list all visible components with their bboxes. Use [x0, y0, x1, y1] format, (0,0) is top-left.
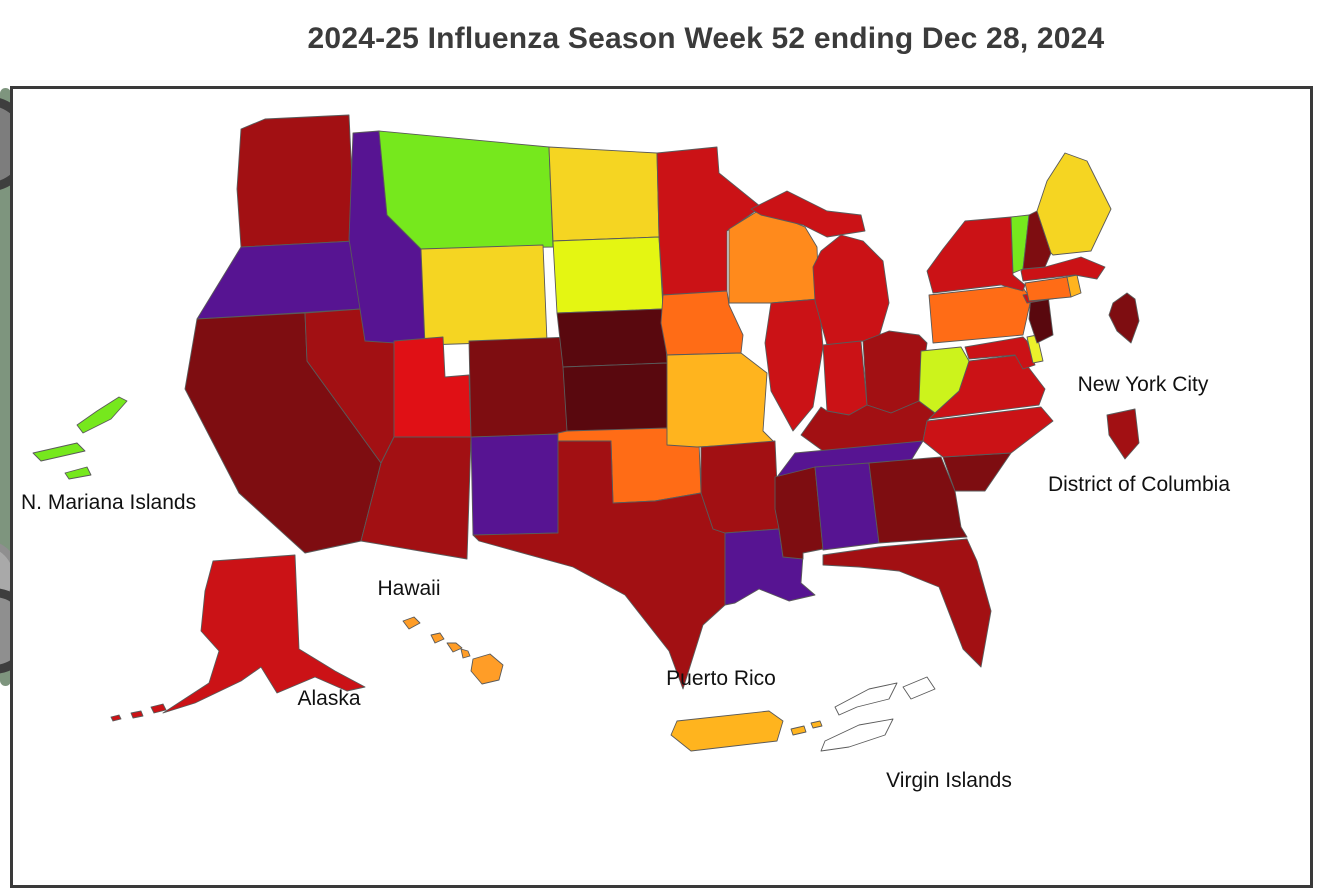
- state-new-york[interactable]: [926, 216, 1026, 294]
- state-illinois[interactable]: [764, 298, 824, 432]
- territory-n-mariana-islands[interactable]: [32, 442, 86, 462]
- state-florida[interactable]: [822, 538, 992, 668]
- alaska-aleutian-island[interactable]: [130, 710, 144, 719]
- app-side-strip: [0, 88, 11, 686]
- inset-district-of-columbia[interactable]: [1106, 408, 1140, 460]
- state-north-carolina[interactable]: [922, 406, 1054, 458]
- state-new-hampshire[interactable]: [1022, 210, 1052, 270]
- state-minnesota[interactable]: [656, 146, 762, 296]
- state-mississippi[interactable]: [774, 466, 824, 560]
- territory-virgin-islands[interactable]: [834, 682, 898, 716]
- page-title: 2024-25 Influenza Season Week 52 ending …: [307, 22, 1105, 55]
- label-puerto-rico: Puerto Rico: [666, 667, 776, 690]
- state-utah[interactable]: [393, 336, 472, 438]
- territory-n-mariana-islands[interactable]: [64, 466, 92, 480]
- label-alaska: Alaska: [297, 687, 360, 710]
- territory-n-mariana-islands[interactable]: [76, 396, 128, 434]
- state-hawaii-big-island[interactable]: [470, 653, 504, 685]
- territory-puerto-rico[interactable]: [670, 710, 784, 752]
- flu-map-panel: New York City District of Columbia N. Ma…: [10, 86, 1313, 888]
- us-choropleth-map: New York City District of Columbia N. Ma…: [21, 114, 1230, 792]
- state-arkansas[interactable]: [700, 440, 780, 534]
- state-wyoming[interactable]: [420, 244, 548, 346]
- territory-puerto-rico-islet[interactable]: [810, 720, 823, 729]
- state-texas[interactable]: [472, 440, 726, 690]
- state-north-dakota[interactable]: [548, 146, 660, 242]
- state-hawaii-kauai[interactable]: [402, 616, 421, 630]
- label-district-of-columbia: District of Columbia: [1048, 473, 1230, 496]
- alaska-aleutian-island[interactable]: [110, 714, 122, 722]
- state-connecticut[interactable]: [1024, 276, 1072, 302]
- state-iowa[interactable]: [660, 290, 744, 356]
- state-ohio[interactable]: [862, 330, 928, 414]
- label-n-mariana-islands: N. Mariana Islands: [21, 491, 196, 514]
- state-washington[interactable]: [236, 114, 356, 248]
- state-kentucky[interactable]: [800, 400, 936, 452]
- side-round-button[interactable]: [0, 588, 11, 674]
- state-michigan-up[interactable]: [750, 190, 866, 238]
- state-south-carolina[interactable]: [942, 452, 1012, 492]
- state-hawaii-molokai[interactable]: [446, 642, 463, 653]
- state-rhode-island[interactable]: [1066, 274, 1082, 298]
- territory-puerto-rico-islet[interactable]: [790, 725, 807, 736]
- state-hawaii-oahu[interactable]: [430, 632, 445, 644]
- state-maryland[interactable]: [964, 336, 1036, 370]
- alaska-aleutian-island[interactable]: [150, 703, 167, 714]
- state-west-virginia[interactable]: [918, 346, 970, 414]
- label-new-york-city: New York City: [1078, 373, 1209, 396]
- state-indiana[interactable]: [822, 340, 868, 416]
- state-nebraska[interactable]: [556, 308, 668, 368]
- label-hawaii: Hawaii: [377, 577, 440, 600]
- side-round-button[interactable]: [0, 96, 11, 192]
- label-virgin-islands: Virgin Islands: [886, 769, 1012, 792]
- state-alaska[interactable]: [162, 554, 366, 714]
- state-maine[interactable]: [1036, 152, 1112, 256]
- state-pennsylvania[interactable]: [928, 284, 1032, 344]
- state-hawaii-maui[interactable]: [460, 648, 471, 659]
- inset-new-york-city[interactable]: [1108, 292, 1140, 344]
- state-oregon[interactable]: [196, 240, 362, 320]
- state-alabama[interactable]: [814, 462, 880, 551]
- state-arizona[interactable]: [360, 436, 472, 560]
- state-virginia[interactable]: [928, 354, 1046, 420]
- state-georgia[interactable]: [868, 456, 968, 544]
- state-delaware[interactable]: [1026, 334, 1044, 364]
- territory-virgin-islands[interactable]: [902, 676, 936, 700]
- state-kansas[interactable]: [562, 362, 668, 432]
- territory-virgin-islands[interactable]: [820, 718, 894, 752]
- state-montana[interactable]: [378, 130, 554, 250]
- state-south-dakota[interactable]: [552, 236, 664, 314]
- state-colorado[interactable]: [468, 336, 574, 438]
- state-new-mexico[interactable]: [470, 433, 559, 536]
- state-missouri[interactable]: [666, 352, 776, 448]
- state-michigan[interactable]: [812, 234, 890, 346]
